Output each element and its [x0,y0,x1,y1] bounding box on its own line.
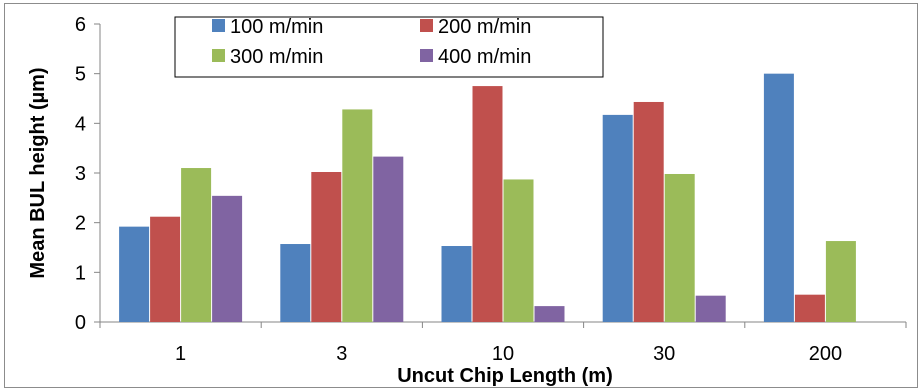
y-axis-title: Mean BUL height (µm) [27,67,49,278]
x-tick-label: 30 [653,343,675,365]
y-tick-label: 3 [75,163,86,185]
bar [695,295,726,322]
x-axis-title: Uncut Chip Length (m) [397,365,613,387]
bar [280,244,311,322]
legend-swatch [212,19,225,32]
tick-labels: 0 1 2 3 4 5 6 1 3 10 30 200 [75,14,842,365]
legend-label: 100 m/min [230,16,323,38]
bar [602,114,633,322]
x-tick-label: 1 [175,343,186,365]
legend-label: 200 m/min [438,16,531,38]
bar [794,294,825,322]
x-tick-label: 3 [336,343,347,365]
legend-swatch [212,49,225,62]
bar [311,172,342,322]
bar [441,246,472,322]
bar [664,173,695,322]
legend-swatch [420,49,433,62]
y-tick-label: 2 [75,213,86,235]
bar [119,226,150,322]
legend-label: 300 m/min [230,46,323,68]
bar [633,101,664,322]
bar [534,306,565,322]
bar [373,156,404,322]
y-tick-label: 5 [75,64,86,86]
bar [503,179,534,322]
legend: 100 m/min 200 m/min 300 m/min 400 m/min [174,16,604,78]
bar [472,86,503,322]
legend-box [174,16,604,78]
y-tick-label: 4 [75,113,86,135]
x-tick-label: 10 [492,343,514,365]
bar [181,168,212,322]
bar [342,109,373,322]
legend-label: 400 m/min [438,46,531,68]
y-tick-label: 6 [75,14,86,36]
bar [825,241,856,322]
bars [119,73,856,323]
bar [150,216,181,322]
y-tick-label: 0 [75,312,86,334]
bar [763,73,794,323]
legend-swatch [420,19,433,32]
x-tick-label: 200 [809,343,842,365]
bar [212,195,243,322]
y-tick-label: 1 [75,262,86,284]
